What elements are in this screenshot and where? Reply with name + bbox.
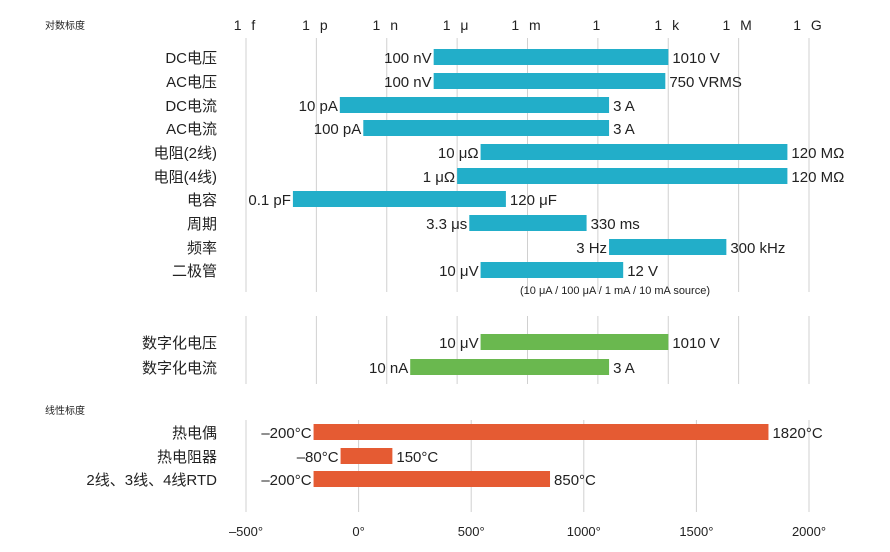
range-min-label: –200°C	[261, 425, 311, 442]
row-label: 频率	[187, 240, 217, 257]
range-bar	[313, 424, 769, 440]
row-label: AC电压	[166, 74, 217, 91]
row-label: DC电流	[165, 98, 217, 115]
range-bar	[433, 73, 666, 89]
range-max-label: 1010 V	[672, 335, 720, 352]
log-tick-label: 1 f	[234, 17, 259, 33]
row-label: 热电阻器	[157, 449, 217, 466]
range-min-label: 10 nA	[369, 360, 408, 377]
log-scale-section-label: 对数标度	[45, 19, 85, 32]
range-max-label: 1820°C	[772, 425, 822, 442]
range-bar	[480, 334, 669, 350]
linear-tick-label: 0°	[352, 524, 364, 539]
row-label: 热电偶	[172, 425, 217, 442]
range-bar	[410, 359, 610, 375]
range-max-label: 3 A	[613, 360, 635, 377]
range-min-label: 10 pA	[299, 98, 338, 115]
row-label: AC电流	[166, 121, 217, 138]
range-max-label: 120 MΩ	[791, 145, 844, 162]
linear-tick-label: 2000°	[792, 524, 826, 539]
linear-tick-label: 1500°	[679, 524, 713, 539]
range-max-label: 120 MΩ	[791, 169, 844, 186]
range-max-label: 1010 V	[672, 50, 720, 67]
range-min-label: –80°C	[297, 449, 339, 466]
range-min-label: 100 nV	[384, 74, 432, 91]
range-max-label: 300 kHz	[730, 240, 785, 257]
range-bar	[313, 471, 551, 487]
range-min-label: 10 μV	[439, 263, 479, 280]
range-min-label: 10 μΩ	[438, 145, 479, 162]
range-max-label: 150°C	[396, 449, 438, 466]
range-min-label: 3.3 μs	[426, 216, 467, 233]
range-bar	[363, 120, 610, 136]
range-max-label: 750 VRMS	[669, 74, 742, 91]
range-bar	[480, 144, 788, 160]
range-max-label: 3 A	[613, 98, 635, 115]
range-max-label: 850°C	[554, 472, 596, 489]
row-label: DC电压	[165, 50, 217, 67]
range-min-label: 100 pA	[314, 121, 362, 138]
linear-tick-label: 1000°	[567, 524, 601, 539]
log-tick-label: 1 k	[654, 17, 682, 33]
range-max-label: 3 A	[613, 121, 635, 138]
log-tick-label: 1 p	[302, 17, 330, 33]
linear-scale-section-label: 线性标度	[45, 404, 85, 417]
range-min-label: 0.1 pF	[248, 192, 291, 209]
range-bar	[433, 49, 669, 65]
linear-tick-label: –500°	[229, 524, 263, 539]
log-tick-label: 1 G	[793, 17, 825, 33]
range-bar	[339, 97, 610, 113]
range-min-label: 1 μΩ	[423, 169, 455, 186]
log-tick-label: 1 n	[373, 17, 401, 33]
row-label: 数字化电压	[142, 335, 217, 352]
range-min-label: 3 Hz	[576, 240, 607, 257]
row-label: 电阻(4线)	[154, 169, 217, 186]
log-tick-label: 1 μ	[443, 17, 472, 33]
range-min-label: 10 μV	[439, 335, 479, 352]
range-min-label: 100 nV	[384, 50, 432, 67]
range-min-label: –200°C	[261, 472, 311, 489]
range-bar	[457, 168, 788, 184]
range-bar	[609, 239, 727, 255]
range-bar	[469, 215, 587, 231]
log-tick-label: 1	[592, 17, 603, 33]
row-label: 电阻(2线)	[154, 145, 217, 162]
range-bar	[480, 262, 624, 278]
linear-tick-label: 500°	[458, 524, 485, 539]
row-label: 周期	[187, 216, 217, 233]
row-label: 数字化电流	[142, 360, 217, 377]
range-bar	[292, 191, 506, 207]
range-bar	[340, 448, 393, 464]
row-label: 二极管	[172, 263, 217, 280]
range-max-label: 120 μF	[510, 192, 557, 209]
row-label: 2线、3线、4线RTD	[86, 472, 217, 489]
log-tick-label: 1 M	[722, 17, 754, 33]
diode-source-note: (10 μA / 100 μA / 1 mA / 10 mA source)	[520, 285, 710, 297]
log-tick-label: 1 m	[511, 17, 543, 33]
range-max-label: 330 ms	[591, 216, 640, 233]
row-label: 电容	[187, 192, 217, 209]
range-max-label: 12 V	[627, 263, 658, 280]
